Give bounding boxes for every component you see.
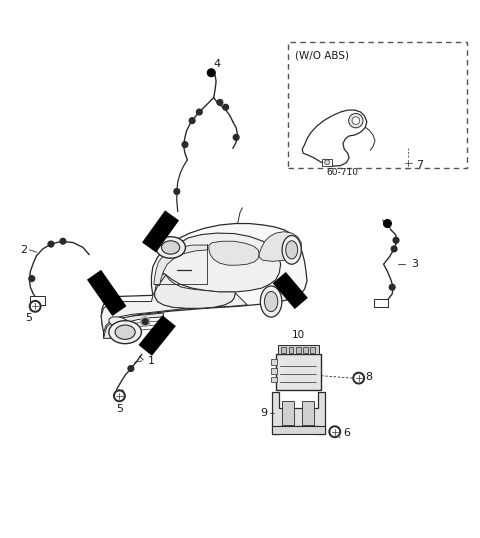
- Circle shape: [403, 157, 414, 168]
- Bar: [282, 401, 294, 424]
- Circle shape: [31, 302, 39, 310]
- Circle shape: [217, 100, 223, 105]
- Circle shape: [128, 366, 134, 371]
- Polygon shape: [155, 274, 166, 292]
- Polygon shape: [272, 393, 324, 434]
- Circle shape: [141, 317, 150, 327]
- Text: 3: 3: [411, 259, 419, 269]
- Text: 9: 9: [261, 408, 268, 417]
- Circle shape: [233, 134, 239, 140]
- Circle shape: [355, 374, 362, 382]
- Text: 1: 1: [148, 356, 155, 366]
- Text: (W/O ABS): (W/O ABS): [295, 50, 349, 60]
- Bar: [278, 345, 319, 354]
- Bar: [310, 347, 315, 352]
- Polygon shape: [302, 110, 367, 166]
- Circle shape: [143, 319, 148, 324]
- Polygon shape: [209, 241, 259, 265]
- Circle shape: [391, 246, 397, 252]
- Polygon shape: [259, 232, 301, 261]
- Circle shape: [393, 237, 399, 243]
- Text: 7: 7: [416, 160, 423, 169]
- Circle shape: [324, 160, 329, 165]
- Polygon shape: [155, 275, 235, 308]
- Polygon shape: [162, 233, 281, 292]
- Polygon shape: [273, 272, 308, 309]
- Bar: [296, 347, 300, 352]
- Circle shape: [196, 109, 202, 115]
- Polygon shape: [87, 270, 126, 316]
- Ellipse shape: [260, 286, 282, 317]
- Bar: [302, 401, 314, 424]
- Circle shape: [405, 159, 412, 166]
- Circle shape: [348, 114, 363, 128]
- Text: 2: 2: [20, 245, 27, 255]
- Text: 8: 8: [365, 372, 372, 381]
- Text: 6: 6: [343, 428, 350, 438]
- Polygon shape: [101, 223, 307, 338]
- Bar: [271, 359, 276, 365]
- Circle shape: [60, 238, 66, 244]
- Bar: [374, 299, 388, 307]
- Circle shape: [384, 220, 391, 228]
- Circle shape: [114, 390, 125, 401]
- Polygon shape: [104, 313, 163, 338]
- FancyBboxPatch shape: [288, 41, 468, 168]
- Circle shape: [352, 117, 360, 124]
- Ellipse shape: [282, 236, 301, 264]
- Polygon shape: [142, 210, 179, 252]
- Text: 5: 5: [25, 313, 32, 323]
- Ellipse shape: [115, 325, 135, 339]
- Circle shape: [353, 372, 364, 384]
- Ellipse shape: [264, 292, 278, 312]
- Circle shape: [189, 118, 195, 124]
- Circle shape: [29, 301, 41, 312]
- Circle shape: [331, 428, 338, 435]
- Bar: [281, 347, 286, 352]
- Text: 60-710: 60-710: [326, 167, 358, 176]
- Circle shape: [182, 141, 188, 147]
- Text: 4: 4: [214, 59, 221, 69]
- Circle shape: [174, 189, 180, 194]
- Text: 10: 10: [292, 330, 305, 339]
- Bar: [30, 296, 45, 305]
- Circle shape: [116, 392, 123, 400]
- Polygon shape: [101, 292, 247, 332]
- Ellipse shape: [156, 237, 185, 258]
- Circle shape: [223, 104, 228, 110]
- Circle shape: [389, 284, 395, 290]
- Ellipse shape: [161, 241, 180, 254]
- Polygon shape: [154, 245, 207, 286]
- Text: 5: 5: [116, 404, 123, 414]
- Ellipse shape: [109, 317, 130, 328]
- Bar: [271, 377, 276, 383]
- Bar: [323, 159, 332, 166]
- Bar: [271, 368, 276, 374]
- Circle shape: [329, 426, 340, 437]
- Circle shape: [48, 241, 54, 247]
- Bar: [303, 347, 308, 352]
- Circle shape: [29, 275, 35, 281]
- Ellipse shape: [286, 241, 298, 259]
- Polygon shape: [139, 315, 176, 356]
- Bar: [288, 347, 293, 352]
- Bar: [272, 426, 324, 434]
- Bar: [276, 354, 321, 390]
- Circle shape: [207, 69, 215, 76]
- Ellipse shape: [109, 321, 142, 344]
